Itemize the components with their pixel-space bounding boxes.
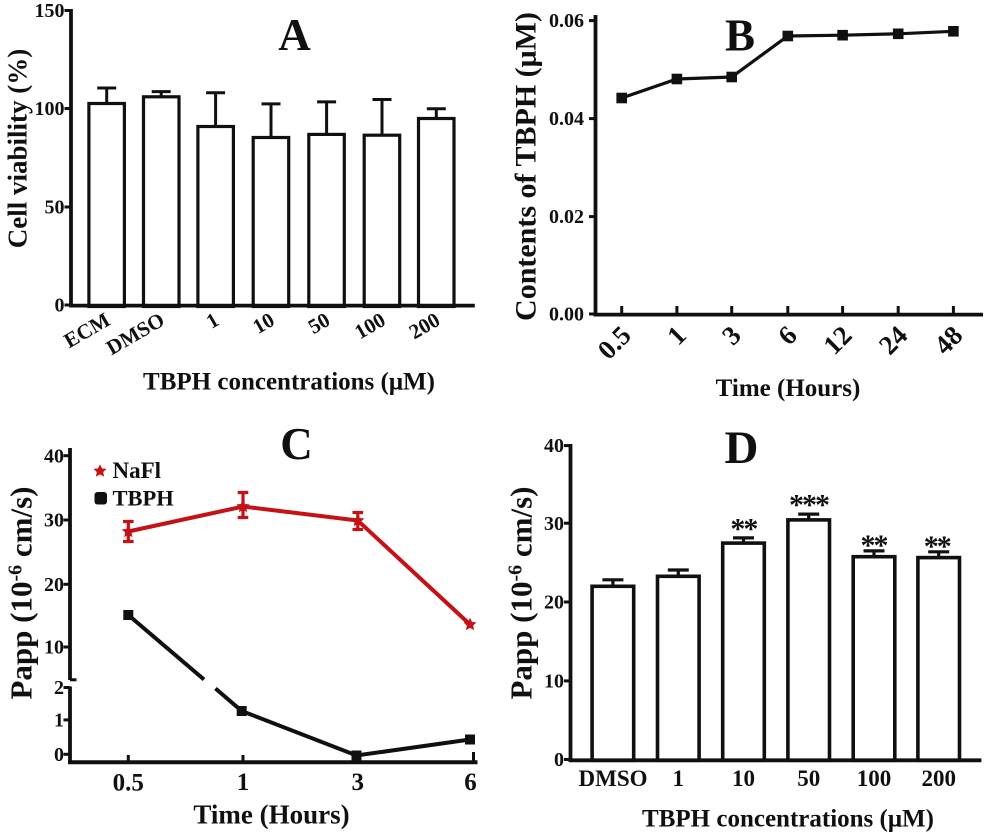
svg-text:***: ***: [789, 489, 829, 522]
svg-text:6: 6: [464, 769, 477, 796]
svg-text:3: 3: [352, 769, 365, 796]
svg-text:TBPH: TBPH: [113, 486, 175, 511]
svg-text:D: D: [725, 422, 759, 474]
svg-text:0.06: 0.06: [549, 10, 584, 32]
svg-text:1: 1: [54, 710, 64, 732]
svg-text:NaFl: NaFl: [113, 458, 162, 483]
svg-text:2: 2: [54, 677, 64, 699]
svg-text:Time (Hours): Time (Hours): [193, 800, 349, 830]
svg-text:TBPH concentrations (μM): TBPH concentrations (μM): [143, 369, 435, 396]
svg-text:0.02: 0.02: [549, 206, 584, 228]
svg-text:40: 40: [44, 445, 64, 467]
svg-text:0: 0: [54, 744, 64, 766]
svg-text:0.5: 0.5: [113, 770, 144, 797]
svg-text:0: 0: [55, 295, 65, 317]
svg-text:150: 150: [35, 0, 65, 22]
svg-text:40: 40: [544, 435, 564, 457]
svg-text:30: 30: [44, 510, 64, 532]
svg-text:1: 1: [673, 766, 685, 791]
svg-text:Contents of TBPH (μM): Contents of TBPH (μM): [510, 12, 543, 321]
svg-text:0: 0: [554, 749, 564, 771]
svg-text:10: 10: [44, 637, 64, 659]
svg-text:Cell viability (%): Cell viability (%): [3, 49, 33, 248]
svg-text:Papp (10-6 cm/s): Papp (10-6 cm/s): [504, 486, 539, 699]
svg-text:10: 10: [732, 766, 755, 791]
svg-text:20: 20: [44, 574, 64, 596]
svg-text:10: 10: [544, 671, 564, 693]
svg-text:200: 200: [921, 766, 956, 791]
svg-text:Papp (10-6 cm/s): Papp (10-6 cm/s): [4, 486, 39, 699]
svg-text:**: **: [730, 513, 757, 546]
svg-text:100: 100: [857, 766, 892, 791]
svg-text:0.00: 0.00: [549, 304, 584, 326]
svg-text:20: 20: [544, 592, 564, 614]
svg-text:TBPH concentrations (μM): TBPH concentrations (μM): [642, 806, 934, 833]
svg-text:0.04: 0.04: [549, 108, 584, 130]
svg-text:50: 50: [797, 766, 820, 791]
svg-text:**: **: [924, 530, 951, 563]
svg-text:50: 50: [45, 197, 65, 219]
svg-text:100: 100: [35, 98, 65, 120]
svg-text:Time (Hours): Time (Hours): [716, 375, 861, 402]
svg-text:A: A: [278, 10, 311, 60]
svg-text:C: C: [280, 419, 313, 469]
svg-text:30: 30: [544, 513, 564, 535]
svg-text:1: 1: [237, 769, 250, 796]
svg-text:B: B: [725, 11, 755, 61]
svg-text:**: **: [861, 529, 888, 562]
svg-text:DMSO: DMSO: [579, 766, 648, 791]
